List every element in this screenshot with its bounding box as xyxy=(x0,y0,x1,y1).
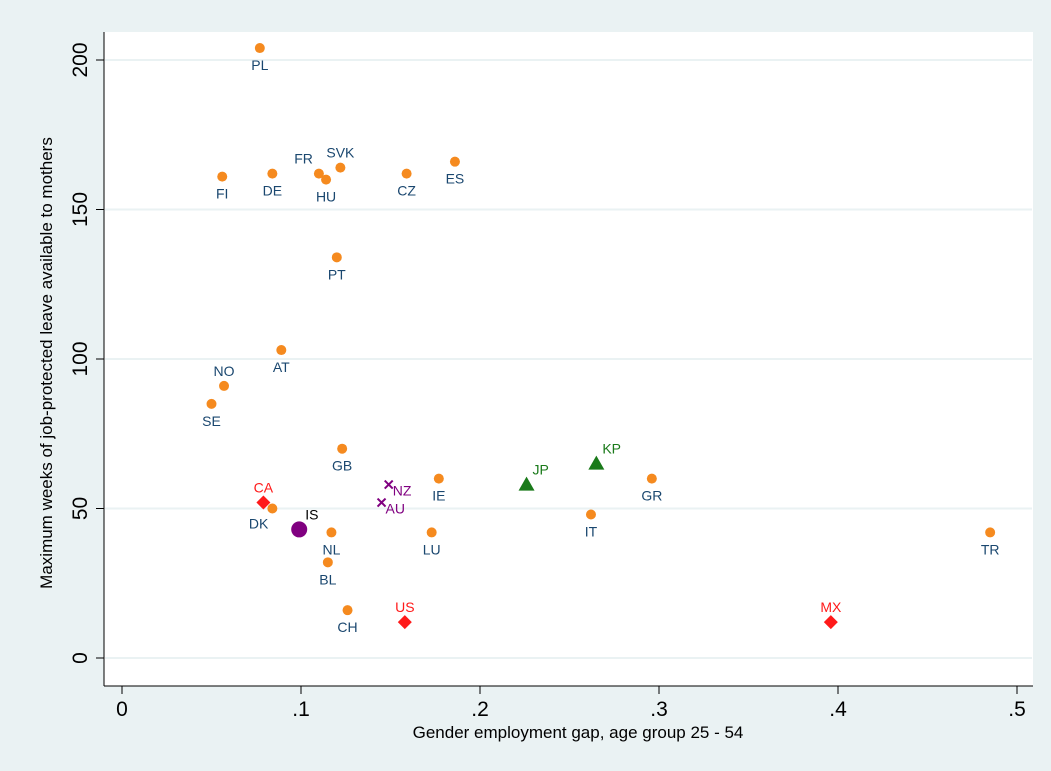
label-nz: NZ xyxy=(393,483,412,499)
y-axis-title: Maximum weeks of job-protected leave ava… xyxy=(37,137,56,589)
point-nz xyxy=(384,479,394,490)
label-ch: CH xyxy=(337,619,357,635)
label-it: IT xyxy=(585,523,598,539)
label-dk: DK xyxy=(249,516,269,532)
label-hu: HU xyxy=(316,189,336,205)
point-cz xyxy=(401,168,412,179)
label-bl: BL xyxy=(319,571,336,587)
point-mx xyxy=(823,615,838,630)
label-de: DE xyxy=(263,183,282,199)
point-ch xyxy=(342,605,353,616)
label-us: US xyxy=(395,599,414,615)
x-tick-label: .2 xyxy=(471,698,489,721)
label-kp: KP xyxy=(602,441,621,457)
x-tick-label: .4 xyxy=(829,698,847,721)
label-cz: CZ xyxy=(397,183,416,199)
label-pl: PL xyxy=(251,57,268,73)
point-labels: PL FI DE FR HU SVK CZ ES PT AT NO SE GB IE GR IT DK NL LU T… xyxy=(202,57,999,635)
data-points xyxy=(206,43,996,630)
point-lu xyxy=(426,527,437,538)
label-gr: GR xyxy=(641,488,662,504)
point-ca xyxy=(256,495,271,510)
point-nl xyxy=(326,527,337,538)
point-gr xyxy=(646,473,657,484)
label-lu: LU xyxy=(423,541,441,557)
label-is: IS xyxy=(305,506,318,522)
label-fr: FR xyxy=(294,151,313,167)
label-es: ES xyxy=(446,171,465,187)
point-tr xyxy=(985,527,996,538)
point-au xyxy=(376,497,387,508)
label-pt: PT xyxy=(328,266,346,282)
point-kp xyxy=(588,455,605,470)
point-at xyxy=(276,345,287,356)
y-axis-ticks: 0 50 100 150 200 xyxy=(69,42,104,664)
point-es xyxy=(449,156,460,167)
label-fi: FI xyxy=(216,186,228,202)
point-svk xyxy=(335,162,346,173)
x-tick-label: .1 xyxy=(292,698,310,721)
label-jp: JP xyxy=(533,462,549,478)
label-gb: GB xyxy=(332,458,352,474)
point-no xyxy=(219,380,230,391)
y-tick-label: 0 xyxy=(69,652,92,664)
x-tick-label: .3 xyxy=(650,698,668,721)
y-tick-label: 150 xyxy=(69,192,92,227)
point-pt xyxy=(331,252,342,263)
point-jp xyxy=(518,476,535,491)
point-gb xyxy=(337,443,348,454)
label-ca: CA xyxy=(254,480,274,496)
point-fr xyxy=(313,168,324,179)
point-is xyxy=(291,521,308,538)
point-it xyxy=(585,509,596,520)
label-ie: IE xyxy=(432,488,445,504)
point-us xyxy=(397,615,412,630)
label-no: NO xyxy=(214,363,235,379)
point-hu xyxy=(321,174,332,185)
label-au: AU xyxy=(386,501,405,517)
label-se: SE xyxy=(202,413,221,429)
label-at: AT xyxy=(273,359,290,375)
point-se xyxy=(206,398,217,409)
y-tick-label: 200 xyxy=(69,42,92,77)
label-tr: TR xyxy=(981,541,1000,557)
point-bl xyxy=(322,557,333,568)
point-ie xyxy=(433,473,444,484)
x-tick-label: 0 xyxy=(116,698,128,721)
point-fi xyxy=(217,171,228,182)
point-pl xyxy=(254,43,265,54)
x-axis-ticks: 0 .1 .2 .3 .4 .5 xyxy=(116,686,1026,721)
x-tick-label: .5 xyxy=(1008,698,1026,721)
gridlines xyxy=(105,59,1032,659)
point-de xyxy=(267,168,278,179)
point-dk xyxy=(267,503,278,514)
x-axis-title: Gender employment gap, age group 25 - 54 xyxy=(413,723,744,742)
y-tick-label: 50 xyxy=(69,497,92,520)
label-svk: SVK xyxy=(326,145,355,161)
y-tick-label: 100 xyxy=(69,341,92,376)
label-mx: MX xyxy=(820,599,842,615)
label-nl: NL xyxy=(322,541,340,557)
